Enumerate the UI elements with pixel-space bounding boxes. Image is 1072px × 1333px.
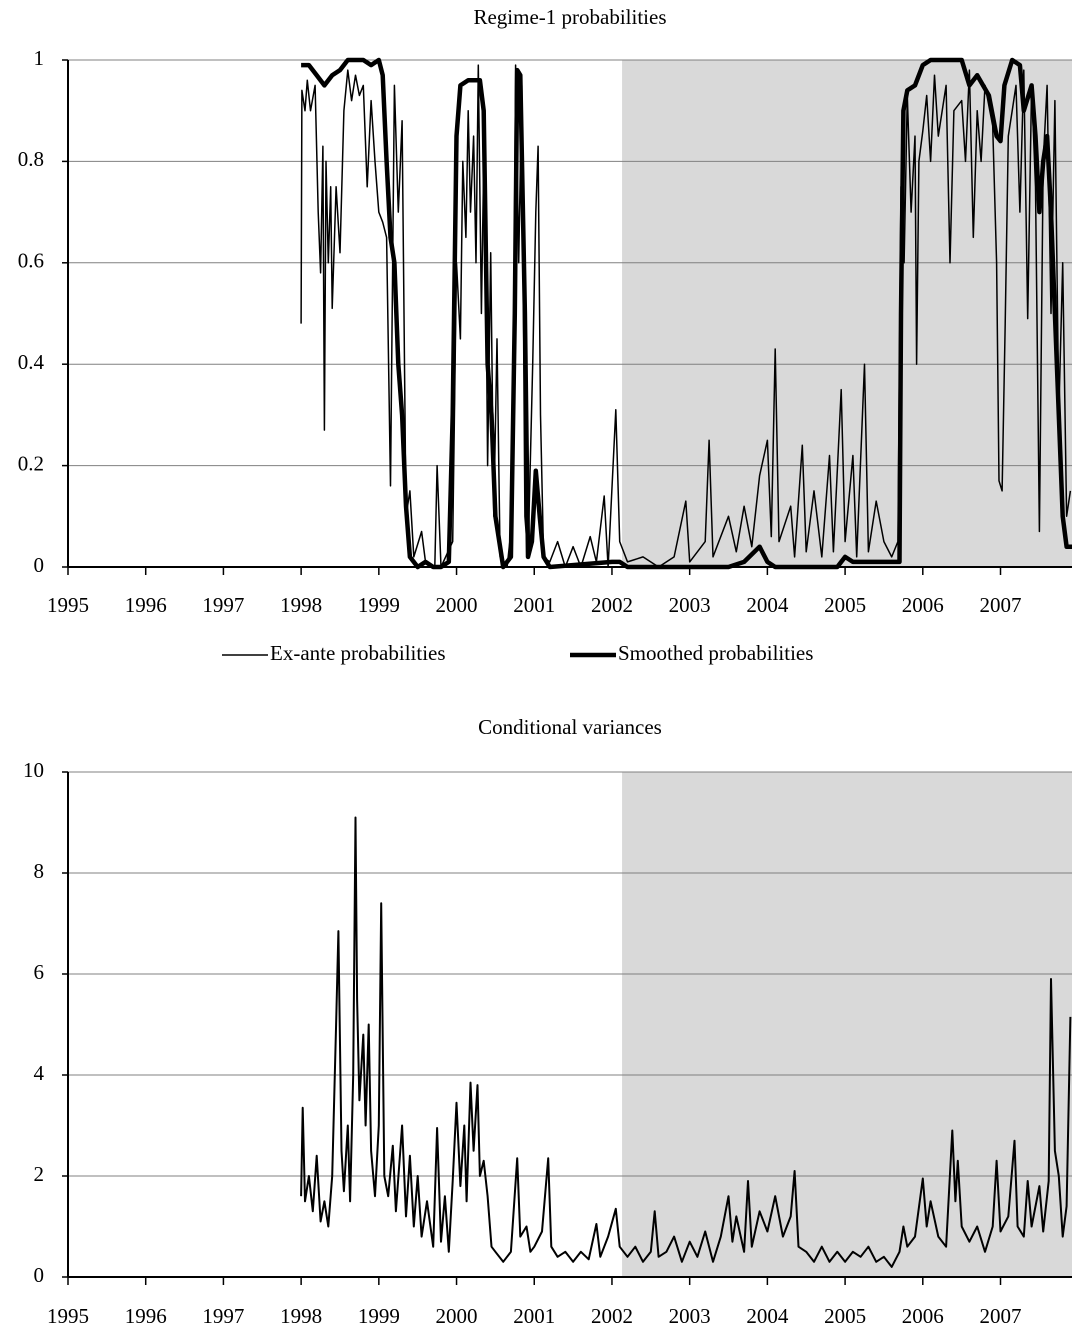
series-line xyxy=(300,64,1072,568)
shaded-region xyxy=(622,772,1072,1277)
x-tick-label: 2004 xyxy=(746,593,789,617)
x-tick-label: 2004 xyxy=(746,1304,789,1328)
y-tick-label: 8 xyxy=(34,859,45,883)
x-tick-label: 2006 xyxy=(902,593,944,617)
x-tick-label: 2002 xyxy=(591,1304,633,1328)
y-tick-label: 0.8 xyxy=(18,147,44,171)
legend-label: Ex-ante probabilities xyxy=(270,641,446,665)
x-tick-label: 2001 xyxy=(513,1304,555,1328)
x-tick-label: 2001 xyxy=(513,593,555,617)
y-tick-label: 0 xyxy=(34,1263,45,1287)
x-tick-label: 2005 xyxy=(824,1304,866,1328)
y-tick-label: 2 xyxy=(34,1162,45,1186)
y-tick-label: 4 xyxy=(34,1061,45,1085)
x-tick-label: 2007 xyxy=(980,1304,1022,1328)
x-tick-label: 1995 xyxy=(47,593,89,617)
x-tick-label: 2000 xyxy=(436,593,478,617)
x-tick-label: 2005 xyxy=(824,593,866,617)
x-tick-label: 2000 xyxy=(436,1304,478,1328)
series-line xyxy=(300,816,1072,1268)
x-tick-label: 1999 xyxy=(358,593,400,617)
y-tick-label: 10 xyxy=(23,758,44,782)
y-tick-label: 0 xyxy=(34,553,45,577)
series-line xyxy=(301,57,1072,570)
y-tick-label: 0.4 xyxy=(18,350,45,374)
chart-title: Regime-1 probabilities xyxy=(473,5,666,29)
x-tick-label: 1998 xyxy=(280,593,322,617)
x-tick-label: 2007 xyxy=(980,593,1022,617)
y-tick-label: 1 xyxy=(34,46,45,70)
x-tick-label: 1997 xyxy=(202,593,244,617)
x-tick-label: 1997 xyxy=(202,1304,244,1328)
x-tick-label: 2002 xyxy=(591,593,633,617)
y-tick-label: 6 xyxy=(34,960,45,984)
y-tick-label: 0.2 xyxy=(18,451,44,475)
x-tick-label: 2006 xyxy=(902,1304,944,1328)
y-tick-label: 0.6 xyxy=(18,249,44,273)
x-tick-label: 2003 xyxy=(669,1304,711,1328)
x-tick-label: 1996 xyxy=(125,1304,167,1328)
x-tick-label: 1996 xyxy=(125,593,167,617)
legend-label: Smoothed probabilities xyxy=(618,641,813,665)
x-tick-label: 1995 xyxy=(47,1304,89,1328)
chart-title: Conditional variances xyxy=(478,715,662,739)
x-tick-label: 2003 xyxy=(669,593,711,617)
x-tick-label: 1999 xyxy=(358,1304,400,1328)
shaded-region xyxy=(622,60,1072,567)
x-tick-label: 1998 xyxy=(280,1304,322,1328)
